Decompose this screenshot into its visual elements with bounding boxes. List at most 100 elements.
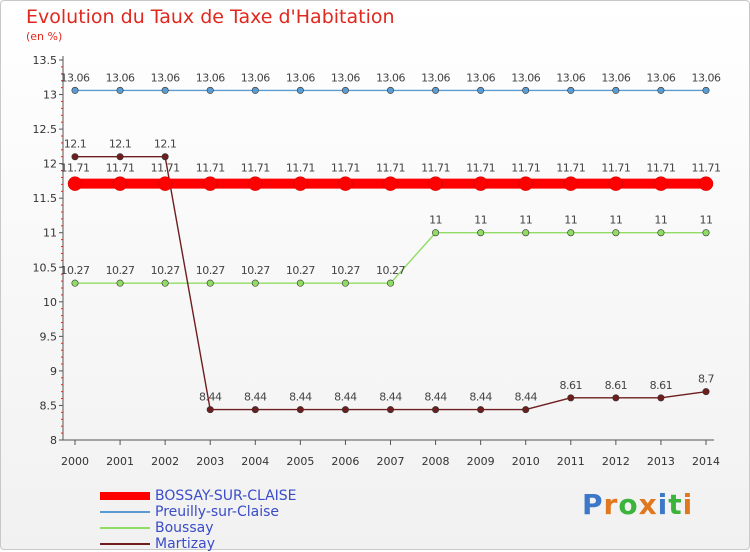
data-point [702,388,710,396]
data-point [296,86,304,94]
data-point [428,176,443,191]
data-label: 11.71 [196,162,225,175]
x-tick-label: 2011 [557,455,585,468]
data-point [612,86,620,94]
data-point [657,86,665,94]
data-label: 12.1 [154,138,177,151]
data-label: 11.71 [286,162,315,175]
data-label: 10.27 [331,264,360,277]
data-point [341,279,349,287]
data-label: 13.06 [421,71,450,84]
data-point [206,406,214,414]
data-label: 10.27 [106,264,135,277]
logo-letter: r [603,488,619,521]
data-point [653,176,669,191]
data-label: 13.06 [376,71,405,84]
data-label: 10.27 [286,264,315,277]
logo-letter: i [682,488,694,521]
data-point [206,279,214,287]
y-tick-label: 12 [43,158,57,171]
legend-label: Martizay [155,535,216,552]
data-label: 12.1 [64,138,87,151]
x-tick-label: 2003 [196,455,224,468]
data-point [698,176,714,191]
y-tick-label: 11.5 [33,192,58,205]
data-point [157,176,173,191]
x-tick-label: 2008 [422,455,450,468]
data-label: 11.71 [556,162,585,175]
data-label: 8.44 [334,391,357,404]
data-point [522,229,530,237]
data-label: 11.71 [151,162,180,175]
data-label: 11 [564,214,577,227]
x-tick-label: 2013 [647,455,675,468]
data-point [116,86,124,94]
data-point [518,176,533,191]
data-label: 8.61 [560,379,583,392]
data-point [202,176,218,191]
data-point [71,86,79,94]
y-tick-label: 13 [43,89,57,102]
data-point [116,279,124,287]
data-point [383,176,398,191]
data-point [477,86,485,94]
data-label: 13.06 [466,71,495,84]
data-label: 11.71 [331,162,360,175]
axes: 8 8.5 9 9.5 10 10.5 11 11.5 12 12.5 13 13.5 2000 2001… [33,54,721,468]
data-label: 13.06 [331,71,360,84]
legend-swatch [100,491,150,500]
y-tick-label: 10.5 [33,261,58,274]
data-point [567,86,575,94]
data-label: 13.06 [601,71,630,84]
data-label: 8.44 [244,391,267,404]
data-label: 11 [700,214,713,227]
data-label: 11.71 [646,162,675,175]
data-label: 10.27 [196,264,225,277]
logo-letter: o [618,488,639,521]
data-label: 11 [474,214,487,227]
legend-item: BOSSAY-SUR-CLAISE [100,485,297,504]
data-label: 8.61 [605,379,628,392]
x-tick-label: 2014 [692,455,720,468]
legend-item: Boussay [100,517,297,536]
legend-item: Martizay [100,533,297,552]
data-label: 8.7 [698,373,714,386]
series-layer [67,86,714,414]
data-point [702,229,710,237]
logo-letter: P [582,488,604,521]
data-point [522,406,530,414]
data-label: 10.27 [61,264,90,277]
y-tick-label: 8.5 [40,399,58,412]
data-point [251,406,259,414]
data-label: 10.27 [376,264,405,277]
data-label: 13.06 [556,71,585,84]
data-label: 11 [429,214,442,227]
data-label: 11.71 [692,162,721,175]
legend-swatch [100,510,150,513]
data-point [67,176,83,191]
logo-letter: x [638,488,658,521]
data-point [473,176,488,191]
chart-title: Evolution du Taux de Taxe d'Habitation [26,6,395,28]
data-point [341,406,349,414]
data-point [432,86,440,94]
data-label: 11 [519,214,532,227]
logo-letter: t [668,488,683,521]
x-tick-label: 2006 [331,455,359,468]
data-label: 13.06 [196,71,225,84]
data-point [116,153,124,161]
data-label: 11.71 [376,162,405,175]
data-label: 13.06 [692,71,721,84]
data-point [563,176,579,191]
data-point [612,394,620,402]
data-point [612,229,620,237]
data-point [567,394,575,402]
data-point [386,279,394,287]
legend-label: BOSSAY-SUR-CLAISE [155,487,297,504]
data-point [251,86,259,94]
data-point [386,86,394,94]
data-point [608,176,624,191]
data-label: 11.71 [241,162,270,175]
data-point [293,176,308,191]
